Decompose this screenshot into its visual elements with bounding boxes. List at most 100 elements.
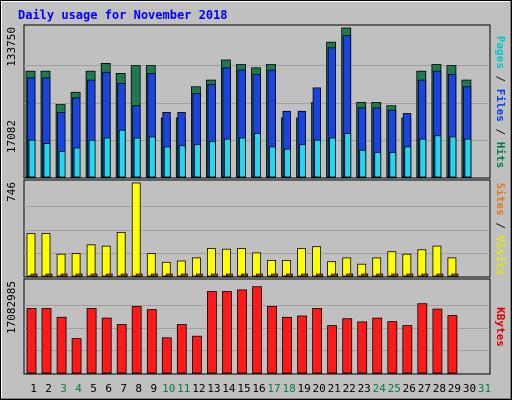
ymax-label-hits: 133750 [5,27,18,67]
bar-sites-day-28 [436,273,444,277]
bar-visits-day-20 [312,246,322,277]
bar-visits-day-29 [447,257,457,277]
bar-pages-day-18 [284,148,291,178]
bar-kbytes-day-28 [432,308,443,374]
bar-visits-day-17 [267,259,276,277]
x-label-day-13: 13 [207,382,220,395]
bar-kbytes-day-12 [191,335,202,374]
bar-pages-day-3 [58,150,66,178]
bar-kbytes-day-17 [267,305,277,374]
bar-sites-day-1 [30,273,38,277]
bar-visits-day-6 [101,245,111,277]
x-label-day-12: 12 [192,382,205,395]
x-label-day-21: 21 [328,382,341,395]
bar-kbytes-day-7 [116,324,127,374]
bar-pages-day-8 [133,137,141,178]
x-label-day-1: 1 [30,382,37,395]
x-label-day-14: 14 [222,382,236,395]
bar-sites-day-23 [361,273,369,277]
bar-kbytes-day-8 [131,305,142,374]
bar-visits-day-3 [56,253,66,277]
bar-pages-day-6 [103,137,111,178]
bar-kbytes-day-27 [417,303,428,374]
bar-pages-day-21 [329,137,337,178]
bar-kbytes-day-13 [206,291,217,374]
bar-kbytes-day-14 [221,291,232,374]
bar-sites-day-11 [180,273,188,277]
bars-visits [26,182,459,277]
x-label-day-29: 29 [448,382,461,395]
bar-sites-day-6 [105,273,113,277]
x-label-day-8: 8 [135,382,142,395]
x-label-day-6: 6 [105,382,112,395]
bar-kbytes-day-29 [447,315,458,374]
bar-visits-day-28 [432,245,442,277]
bar-sites-day-13 [210,273,218,277]
x-label-day-19: 19 [297,382,310,395]
bar-sites-day-24 [376,273,384,277]
bars-hits [25,27,472,178]
bar-pages-day-5 [88,139,96,178]
bars-kbytes [26,286,458,374]
bar-visits-day-7 [116,231,126,277]
bar-pages-day-26 [404,146,412,178]
bar-sites-day-18 [286,273,293,277]
bar-sites-day-8 [135,273,143,277]
bar-visits-day-27 [417,249,427,277]
bar-pages-day-17 [269,146,276,178]
bar-visits-day-14 [221,248,231,277]
bar-visits-day-8 [131,182,141,277]
ymid-label-hits: 17082 [5,120,18,153]
bar-kbytes-day-6 [101,317,112,374]
bar-kbytes-day-2 [41,308,52,374]
bar-visits-day-5 [86,244,96,277]
bar-pages-day-27 [419,138,427,178]
x-label-day-3: 3 [60,382,67,395]
bar-kbytes-day-4 [71,338,82,374]
bar-kbytes-day-18 [282,316,292,374]
panel-hits: 133750 17082 Pages / Files / Hits [5,24,507,179]
side-label-part: / [494,122,507,142]
x-label-day-15: 15 [237,382,250,395]
x-label-day-17: 17 [267,382,280,395]
bar-sites-day-14 [225,273,233,277]
bar-visits-day-24 [372,257,382,277]
bar-kbytes-day-25 [387,321,398,374]
bar-sites-day-27 [421,273,429,277]
x-label-day-7: 7 [120,382,127,395]
side-label-part: Hits [494,142,507,169]
bar-pages-day-4 [73,147,81,178]
bar-kbytes-day-10 [161,337,172,374]
bar-visits-day-9 [146,253,156,277]
bar-sites-day-4 [75,273,83,277]
x-label-day-9: 9 [150,382,157,395]
bar-sites-day-22 [346,273,354,277]
side-label-part: Files [494,89,507,122]
bar-pages-day-24 [374,152,382,178]
bar-visits-day-2 [41,233,51,277]
bar-kbytes-day-1 [26,308,37,374]
chart-title: Daily usage for November 2018 [18,8,228,22]
bar-sites-day-16 [256,273,263,277]
bar-sites-day-19 [301,273,309,277]
x-label-day-5: 5 [90,382,97,395]
bar-pages-day-29 [449,136,457,178]
x-label-day-28: 28 [433,382,446,395]
bar-sites-day-26 [406,273,414,277]
bar-kbytes-day-22 [342,318,353,374]
panel-visits: 746 Sites / Visits [5,179,507,278]
chart-panels: 133750 17082 Pages / Files / Hits 746 Sites … [5,24,507,375]
bar-kbytes-day-16 [252,286,262,374]
bar-pages-day-7 [118,129,126,178]
x-label-day-25: 25 [388,382,401,395]
panel-kbytes: 17082985 KBytes [5,278,507,375]
side-label-hits: Pages / Files / Hits [494,36,507,169]
x-label-day-30: 30 [463,382,476,395]
bar-pages-day-28 [434,135,442,178]
x-label-day-2: 2 [45,382,52,395]
bar-visits-day-12 [191,257,201,277]
bar-sites-day-9 [150,273,158,277]
x-label-day-10: 10 [162,382,175,395]
bar-pages-day-2 [43,143,51,178]
